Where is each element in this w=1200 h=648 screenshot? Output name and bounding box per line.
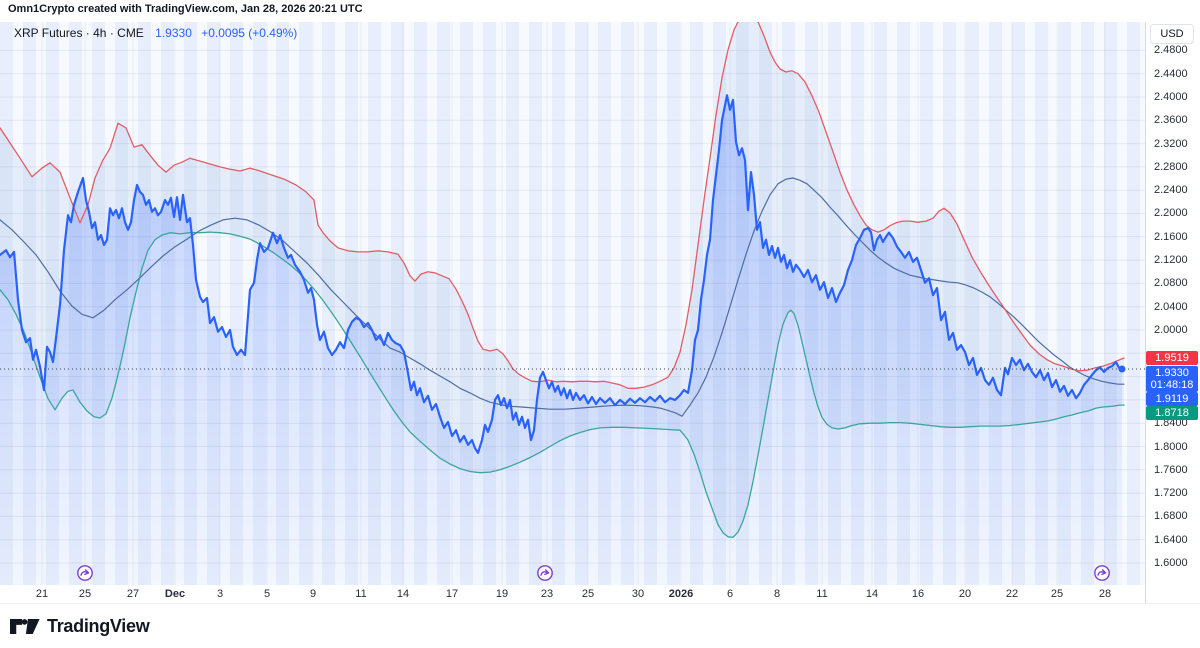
y-axis-tick: 2.2400 bbox=[1154, 184, 1188, 196]
x-axis-tick: 20 bbox=[958, 588, 972, 600]
tradingview-logo[interactable]: TradingView bbox=[10, 616, 150, 637]
x-axis-tick: 23 bbox=[540, 588, 554, 600]
contract-rollover-icon[interactable] bbox=[1093, 564, 1111, 582]
x-axis-tick: 11 bbox=[816, 588, 828, 600]
x-axis-tick: 25 bbox=[581, 588, 595, 600]
legend-change: +0.0095 (+0.49%) bbox=[201, 26, 298, 40]
contract-rollover-icon[interactable] bbox=[536, 564, 554, 582]
y-axis-tick: 2.1600 bbox=[1154, 231, 1188, 243]
x-axis-tick: 6 bbox=[726, 588, 734, 600]
upper-band-line bbox=[0, 22, 1125, 389]
x-axis-tick: 22 bbox=[1005, 588, 1019, 600]
price-scale-label: 1.8718 bbox=[1146, 406, 1198, 420]
y-axis-tick: 2.1200 bbox=[1154, 254, 1188, 266]
price-scale-label: 1.9330 01:48:18 bbox=[1146, 366, 1198, 392]
y-axis-tick: 1.7200 bbox=[1154, 487, 1188, 499]
x-axis-tick: 9 bbox=[309, 588, 317, 600]
x-axis-tick: 19 bbox=[495, 588, 509, 600]
footer: TradingView bbox=[0, 603, 1200, 648]
y-axis-tick: 2.0400 bbox=[1154, 301, 1188, 313]
price-line bbox=[0, 94, 1124, 454]
x-axis-tick: 17 bbox=[445, 588, 459, 600]
y-axis-tick: 1.6000 bbox=[1154, 557, 1188, 569]
y-axis-tick: 2.4000 bbox=[1154, 91, 1188, 103]
y-axis-tick: 2.4400 bbox=[1154, 68, 1188, 80]
y-axis-tick: 2.2000 bbox=[1154, 207, 1188, 219]
x-axis-tick: 5 bbox=[263, 588, 271, 600]
y-axis-tick: 1.7600 bbox=[1154, 464, 1188, 476]
price-scale-label: 1.9119 bbox=[1146, 392, 1198, 406]
symbol-legend[interactable]: XRP Futures · 4h · CME 1.9330 +0.0095 (+… bbox=[14, 26, 297, 40]
x-axis-tick: 14 bbox=[865, 588, 879, 600]
y-axis-tick: 2.3600 bbox=[1154, 114, 1188, 126]
y-axis-tick: 2.3200 bbox=[1154, 138, 1188, 150]
y-axis-tick: 2.0000 bbox=[1154, 324, 1188, 336]
time-scale[interactable]: 21 25 27 Dec 3 5 9 11 14 17 19 23 25 30 2026 6 8 11 14 16 20… bbox=[0, 585, 1145, 603]
x-axis-tick: 25 bbox=[1050, 588, 1064, 600]
x-axis-tick: 27 bbox=[126, 588, 140, 600]
currency-chip: USD bbox=[1150, 24, 1194, 44]
x-axis-tick: 30 bbox=[631, 588, 645, 600]
chart-canvas[interactable] bbox=[0, 22, 1145, 585]
price-plot-svg bbox=[0, 22, 1145, 585]
attribution-text: Omn1Crypto created with TradingView.com,… bbox=[8, 3, 363, 15]
x-axis-tick: 16 bbox=[911, 588, 925, 600]
x-axis-tick: 2026 bbox=[668, 588, 694, 600]
x-axis-tick: 21 bbox=[35, 588, 49, 600]
y-axis-tick: 2.4800 bbox=[1154, 44, 1188, 56]
x-axis-tick: 25 bbox=[78, 588, 92, 600]
legend-last-price: 1.9330 bbox=[155, 26, 192, 40]
price-scale-label: 1.9519 bbox=[1146, 351, 1198, 365]
basis-line bbox=[0, 177, 1125, 417]
price-scale[interactable]: USD 2.4800 2.4400 2.4000 2.3600 2.3200 2.2800… bbox=[1145, 22, 1200, 603]
x-axis-tick: 3 bbox=[216, 588, 224, 600]
x-axis-tick: 14 bbox=[396, 588, 410, 600]
x-axis-tick: 11 bbox=[355, 588, 367, 600]
x-axis-tick: 8 bbox=[773, 588, 781, 600]
y-axis-tick: 1.6800 bbox=[1154, 510, 1188, 522]
symbol-title: XRP Futures · 4h · CME bbox=[14, 26, 144, 40]
tradingview-logo-text: TradingView bbox=[47, 616, 150, 636]
y-axis-tick: 2.0800 bbox=[1154, 277, 1188, 289]
y-axis-tick: 1.8000 bbox=[1154, 441, 1188, 453]
x-axis-tick: Dec bbox=[164, 588, 186, 600]
y-axis-tick: 1.6400 bbox=[1154, 534, 1188, 546]
y-axis-tick: 2.2800 bbox=[1154, 161, 1188, 173]
tradingview-logo-icon bbox=[10, 619, 40, 634]
contract-rollover-icon[interactable] bbox=[76, 564, 94, 582]
lower-band-line bbox=[0, 231, 1125, 539]
x-axis-tick: 28 bbox=[1098, 588, 1112, 600]
y-axis-tick: 1.8400 bbox=[1154, 417, 1188, 429]
last-price-dot bbox=[1118, 365, 1126, 373]
